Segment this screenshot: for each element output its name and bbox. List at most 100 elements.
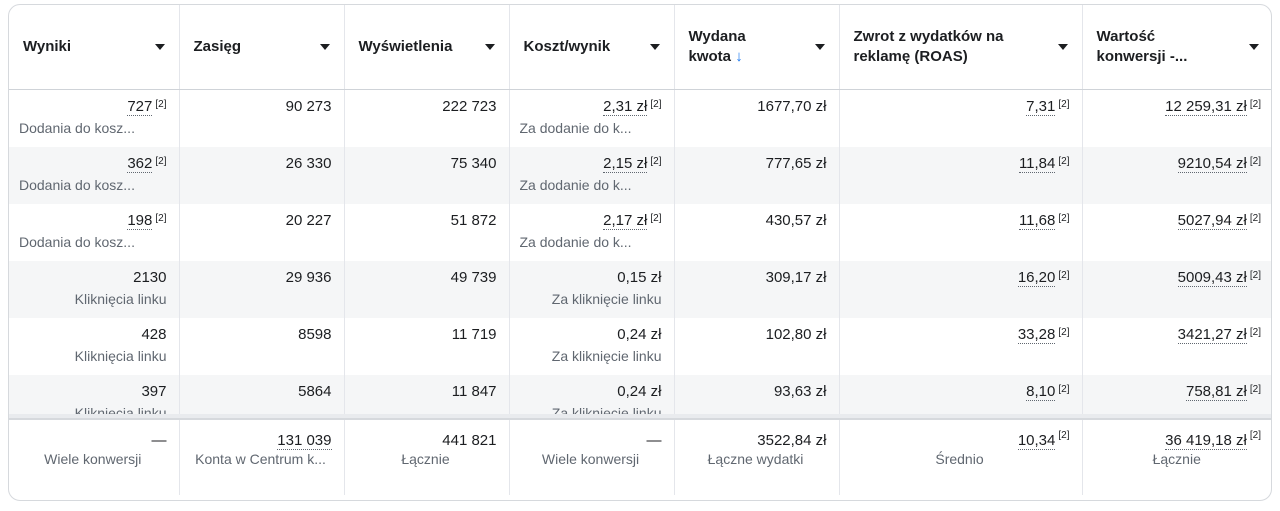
cell-wyniki: 362 [2] Dodania do kosz... (9, 146, 180, 204)
column-header-wydana-kwota[interactable]: Wydana kwota ↓ (674, 5, 840, 90)
cell-value: 777,65 zł (765, 154, 827, 172)
table-row[interactable]: 198 [2] Dodania do kosz... 20 227 51 872 2,17… (9, 203, 1271, 261)
cell-wyswietlenia: 75 340 (344, 146, 510, 204)
cell-value[interactable]: 5009,43 zł (1177, 268, 1247, 287)
table-row[interactable]: 727 [2] Dodania do kosz... 90 273 222 723 2,3… (9, 89, 1271, 147)
total-value: 3522,84 zł (757, 431, 827, 449)
column-header-wyswietlenia[interactable]: Wyświetlenia (344, 5, 510, 90)
cell-value: 26 330 (285, 154, 332, 172)
cell-value: 20 227 (285, 211, 332, 229)
cell-wartosc: 5009,43 zł [2] (1082, 260, 1271, 318)
cell-value[interactable]: 3421,27 zł (1177, 325, 1247, 344)
total-value[interactable]: 131 039 (277, 431, 332, 450)
table-row[interactable]: 2130 Kliknięcia linku 29 936 49 739 0,15 zł Z… (9, 260, 1271, 318)
cell-value[interactable]: 758,81 zł (1185, 382, 1247, 401)
chevron-down-icon[interactable] (154, 43, 165, 50)
chevron-down-icon[interactable] (1057, 43, 1068, 50)
total-label: Łączne wydatki (707, 450, 804, 467)
footnote-marker: [2] (1058, 383, 1070, 395)
cell-value[interactable]: 9210,54 zł (1177, 154, 1247, 173)
footnote-marker: [2] (155, 155, 167, 167)
cell-sublabel: Dodania do kosz... (19, 233, 135, 250)
column-header-koszt-wynik[interactable]: Koszt/wynik (509, 5, 675, 90)
footnote-marker: [2] (1058, 326, 1070, 338)
cell-value[interactable]: 11,84 (1018, 154, 1056, 173)
cell-value[interactable]: 5027,94 zł (1177, 211, 1247, 230)
total-zasieg: 131 039 Konta w Centrum k... (179, 417, 345, 495)
footnote-marker: [2] (1249, 155, 1261, 167)
chevron-down-icon[interactable] (814, 43, 825, 50)
cell-zasieg: 8598 (179, 317, 345, 375)
total-wyswietlenia: 441 821 Łącznie (344, 417, 510, 495)
cell-value[interactable]: 2,31 zł (603, 97, 648, 116)
cell-value: 309,17 zł (765, 268, 827, 286)
cell-wartosc: 3421,27 zł [2] (1082, 318, 1271, 375)
cell-value[interactable]: 12 259,31 zł (1165, 97, 1247, 116)
total-value[interactable]: 10,34 (1017, 431, 1056, 450)
cell-value[interactable]: 33,28 (1017, 325, 1056, 344)
cell-roas: 8,10 [2] (839, 374, 1083, 418)
chevron-down-icon[interactable] (484, 43, 495, 50)
table-row[interactable]: 397 Kliknięcia linku 5864 11 847 0,24 zł Za k… (9, 374, 1271, 418)
cell-sublabel: Dodania do kosz... (19, 119, 135, 136)
cell-koszt: 0,15 zł Za kliknięcie linku (509, 260, 675, 318)
column-header-wartosc-konwersji[interactable]: Wartość konwersji -... (1082, 5, 1271, 90)
cell-kwota: 102,80 zł (674, 317, 840, 375)
total-label: Wiele konwersji (44, 450, 142, 467)
total-value[interactable]: 36 419,18 zł (1165, 431, 1247, 450)
cell-value[interactable]: 2,15 zł (603, 154, 648, 173)
cell-wartosc: 758,81 zł [2] (1082, 374, 1271, 418)
cell-value: 90 273 (285, 97, 332, 115)
cell-value: 0,15 zł (617, 268, 662, 286)
column-header-wyniki[interactable]: Wyniki (9, 5, 180, 90)
total-label: Łącznie (1152, 450, 1201, 467)
cell-roas: 11,68 [2] (839, 203, 1083, 261)
cell-wyniki: 727 [2] Dodania do kosz... (9, 89, 180, 147)
total-label: Konta w Centrum k... (195, 450, 326, 467)
chevron-down-icon[interactable] (649, 43, 660, 50)
cell-value: 51 872 (450, 211, 497, 229)
cell-value[interactable]: 8,10 (1026, 382, 1056, 401)
cell-roas: 33,28 [2] (839, 317, 1083, 375)
totals-table: — Wiele konwersji 131 039 Konta w Centrum … (9, 417, 1271, 495)
table-body-scroll[interactable]: 727 [2] Dodania do kosz... 90 273 222 723 2,3… (9, 89, 1271, 418)
cell-value: 222 723 (442, 97, 497, 115)
footnote-marker: [2] (155, 98, 167, 110)
column-header-roas[interactable]: Zwrot z wydatków na reklamę (ROAS) (839, 5, 1083, 90)
cell-sublabel: Za dodanie do k... (519, 233, 632, 250)
footnote-marker: [2] (1058, 429, 1070, 441)
chevron-down-icon[interactable] (1249, 43, 1259, 50)
total-wartosc: 36 419,18 zł [2] Łącznie (1082, 417, 1271, 495)
cell-sublabel: Kliknięcia linku (74, 290, 167, 307)
cell-value[interactable]: 727 (127, 97, 153, 116)
total-roas: 10,34 [2] Średnio (839, 417, 1083, 495)
table-row[interactable]: 362 [2] Dodania do kosz... 26 330 75 340 2,15… (9, 146, 1271, 204)
cell-value[interactable]: 16,20 (1017, 268, 1056, 287)
footnote-marker: [2] (1249, 269, 1261, 281)
total-value: — (151, 431, 167, 449)
cell-value: 75 340 (450, 154, 497, 172)
cell-value: 428 (141, 325, 167, 343)
cell-wyswietlenia: 11 719 (344, 317, 510, 375)
cell-value[interactable]: 2,17 zł (603, 211, 648, 230)
table-row[interactable]: 428 Kliknięcia linku 8598 11 719 0,24 zł Za k… (9, 317, 1271, 375)
scroll-edge (9, 413, 1271, 418)
cell-koszt: 2,17 zł [2] Za dodanie do k... (509, 203, 675, 261)
total-kwota: 3522,84 zł Łączne wydatki (674, 417, 840, 495)
chevron-down-icon[interactable] (319, 43, 330, 50)
cell-wyniki: 2130 Kliknięcia linku (9, 260, 180, 318)
cell-value[interactable]: 198 (127, 211, 153, 230)
cell-wyswietlenia: 49 739 (344, 260, 510, 318)
cell-wartosc: 5027,94 zł [2] (1082, 204, 1271, 261)
column-header-zasieg[interactable]: Zasięg (179, 5, 345, 90)
cell-value[interactable]: 362 (127, 154, 153, 173)
results-table: Wyniki Zasięg Wyświetlenia Koszt/wynik W… (9, 5, 1271, 90)
cell-value[interactable]: 11,68 (1018, 211, 1056, 230)
cell-zasieg: 5864 (179, 374, 345, 418)
footnote-marker: [2] (1058, 212, 1070, 224)
cell-zasieg: 29 936 (179, 260, 345, 318)
cell-value[interactable]: 7,31 (1026, 97, 1056, 116)
cell-kwota: 93,63 zł (674, 374, 840, 418)
cell-kwota: 1677,70 zł (674, 89, 840, 147)
cell-koszt: 2,31 zł [2] Za dodanie do k... (509, 89, 675, 147)
